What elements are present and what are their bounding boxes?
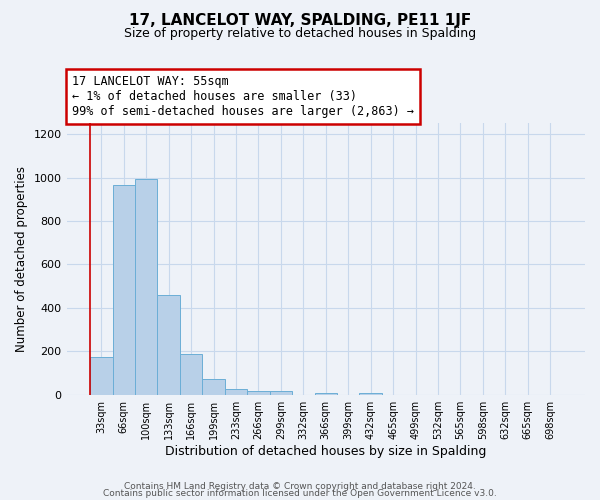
Bar <box>269 392 292 394</box>
Bar <box>90 356 113 395</box>
Bar <box>314 392 337 394</box>
X-axis label: Distribution of detached houses by size in Spalding: Distribution of detached houses by size … <box>165 444 487 458</box>
Bar <box>247 391 269 394</box>
Text: 17 LANCELOT WAY: 55sqm
← 1% of detached houses are smaller (33)
99% of semi-deta: 17 LANCELOT WAY: 55sqm ← 1% of detached … <box>72 75 414 118</box>
Text: 17, LANCELOT WAY, SPALDING, PE11 1JF: 17, LANCELOT WAY, SPALDING, PE11 1JF <box>129 12 471 28</box>
Bar <box>113 185 135 394</box>
Text: Contains HM Land Registry data © Crown copyright and database right 2024.: Contains HM Land Registry data © Crown c… <box>124 482 476 491</box>
Bar <box>202 379 225 394</box>
Text: Contains public sector information licensed under the Open Government Licence v3: Contains public sector information licen… <box>103 489 497 498</box>
Bar <box>225 390 247 394</box>
Bar <box>157 295 180 394</box>
Text: Size of property relative to detached houses in Spalding: Size of property relative to detached ho… <box>124 28 476 40</box>
Y-axis label: Number of detached properties: Number of detached properties <box>15 166 28 352</box>
Bar <box>135 178 157 394</box>
Bar <box>359 392 382 394</box>
Bar <box>180 354 202 395</box>
